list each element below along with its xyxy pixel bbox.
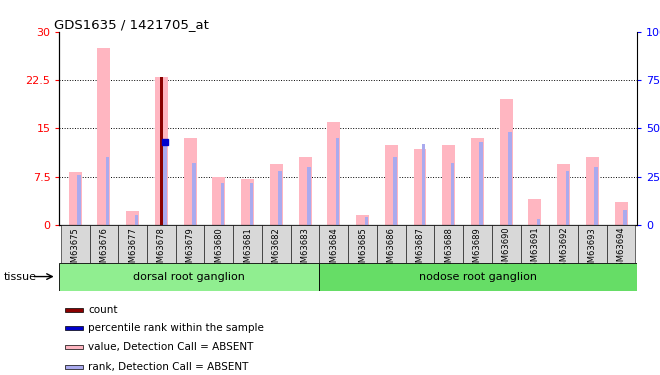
Bar [147, 225, 176, 262]
Text: GSM63694: GSM63694 [616, 227, 626, 273]
Text: count: count [88, 305, 117, 315]
Bar [500, 99, 513, 225]
Text: GSM63682: GSM63682 [272, 227, 280, 273]
Bar [176, 225, 205, 262]
Bar [164, 142, 167, 225]
Bar [126, 211, 139, 225]
Bar [336, 138, 339, 225]
Text: GSM63680: GSM63680 [214, 227, 223, 273]
Bar [557, 164, 570, 225]
Bar [69, 172, 82, 225]
Bar [492, 225, 521, 262]
Bar [279, 171, 282, 225]
Text: dorsal root ganglion: dorsal root ganglion [133, 272, 246, 282]
Bar [364, 217, 368, 225]
Text: GSM63691: GSM63691 [531, 227, 539, 273]
Bar [414, 149, 426, 225]
Bar [77, 175, 81, 225]
Bar [298, 158, 312, 225]
Bar [90, 225, 118, 262]
Text: tissue: tissue [3, 272, 36, 282]
Bar [249, 183, 253, 225]
Bar [221, 183, 224, 225]
Bar [348, 225, 377, 262]
Bar [290, 225, 319, 262]
Bar [463, 225, 492, 262]
Bar [319, 262, 637, 291]
Bar [241, 178, 254, 225]
Bar [549, 225, 578, 262]
Bar [607, 225, 636, 262]
Bar [118, 225, 147, 262]
Bar [623, 210, 626, 225]
Bar [192, 163, 195, 225]
Bar [406, 225, 434, 262]
Bar [155, 77, 168, 225]
Text: value, Detection Call = ABSENT: value, Detection Call = ABSENT [88, 342, 253, 352]
Text: GSM63679: GSM63679 [185, 227, 195, 273]
Text: GSM63681: GSM63681 [243, 227, 252, 273]
Text: GSM63675: GSM63675 [71, 227, 80, 273]
Bar [213, 177, 225, 225]
Bar [65, 308, 83, 312]
Text: GSM63684: GSM63684 [329, 227, 339, 273]
Bar [98, 48, 110, 225]
Text: rank, Detection Call = ABSENT: rank, Detection Call = ABSENT [88, 362, 249, 372]
Bar [356, 215, 369, 225]
Bar [319, 225, 348, 262]
Bar [135, 215, 138, 225]
Bar [327, 122, 341, 225]
Text: GSM63683: GSM63683 [300, 227, 310, 273]
Bar [422, 144, 426, 225]
Text: GSM63693: GSM63693 [588, 227, 597, 273]
Bar [65, 365, 83, 369]
Text: GSM63686: GSM63686 [387, 227, 396, 273]
Bar [233, 225, 262, 262]
Bar [434, 225, 463, 262]
Bar [385, 144, 398, 225]
Bar [270, 164, 282, 225]
Bar [566, 171, 569, 225]
Bar [442, 144, 455, 225]
Bar [521, 225, 549, 262]
Text: GSM63687: GSM63687 [416, 227, 424, 273]
Bar [586, 158, 599, 225]
Bar [508, 132, 512, 225]
Text: GDS1635 / 1421705_at: GDS1635 / 1421705_at [53, 18, 209, 31]
Bar [160, 77, 163, 225]
Bar [537, 219, 541, 225]
Bar [65, 326, 83, 330]
Bar [614, 202, 628, 225]
Text: GSM63685: GSM63685 [358, 227, 367, 273]
Bar [262, 225, 290, 262]
Text: GSM63692: GSM63692 [559, 227, 568, 273]
Bar [205, 225, 233, 262]
Text: GSM63690: GSM63690 [502, 227, 511, 273]
Bar [377, 225, 406, 262]
Bar [106, 158, 110, 225]
Bar [595, 167, 598, 225]
Bar [65, 345, 83, 349]
Text: GSM63677: GSM63677 [128, 227, 137, 273]
Bar [578, 225, 607, 262]
Bar [529, 199, 541, 225]
Text: GSM63676: GSM63676 [100, 227, 108, 273]
Text: GSM63688: GSM63688 [444, 227, 453, 273]
Text: GSM63689: GSM63689 [473, 227, 482, 273]
Text: nodose root ganglion: nodose root ganglion [419, 272, 537, 282]
Bar [61, 225, 90, 262]
Text: percentile rank within the sample: percentile rank within the sample [88, 323, 264, 333]
Bar [59, 262, 319, 291]
Bar [479, 142, 483, 225]
Bar [393, 158, 397, 225]
Bar [471, 138, 484, 225]
Bar [183, 138, 197, 225]
Bar [451, 163, 454, 225]
Bar [307, 167, 310, 225]
Text: GSM63678: GSM63678 [157, 227, 166, 273]
